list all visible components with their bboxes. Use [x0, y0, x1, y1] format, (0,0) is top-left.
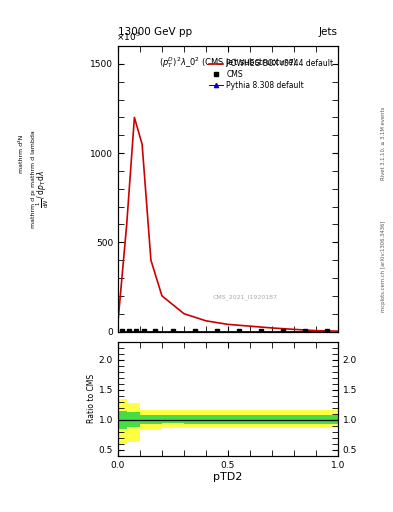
Pythia 8.308 default	[127, 328, 131, 334]
Pythia 8.308 default	[303, 328, 307, 334]
POWHEG BOX r3744 default	[140, 141, 145, 147]
POWHEG BOX r3744 default	[248, 323, 252, 329]
POWHEG BOX r3744 default	[124, 221, 129, 227]
CMS	[281, 328, 285, 334]
Text: 13000 GeV pp: 13000 GeV pp	[118, 27, 192, 37]
Pythia 8.308 default	[171, 328, 175, 334]
Pythia 8.308 default	[153, 328, 158, 334]
Text: mathrm d²N: mathrm d²N	[19, 135, 24, 173]
CMS	[215, 328, 219, 334]
CMS	[325, 328, 329, 334]
Legend: POWHEG BOX r3744 default, CMS, Pythia 8.308 default: POWHEG BOX r3744 default, CMS, Pythia 8.…	[209, 58, 334, 91]
Pythia 8.308 default	[237, 328, 241, 334]
Pythia 8.308 default	[133, 328, 138, 334]
Pythia 8.308 default	[215, 328, 219, 334]
Text: CMS_2021_I1920187: CMS_2021_I1920187	[213, 294, 278, 300]
CMS	[171, 328, 175, 334]
Pythia 8.308 default	[120, 328, 125, 334]
Pythia 8.308 default	[281, 328, 285, 334]
Y-axis label: Ratio to CMS: Ratio to CMS	[87, 374, 96, 423]
Line: CMS: CMS	[120, 329, 329, 334]
Text: Rivet 3.1.10, ≥ 3.1M events: Rivet 3.1.10, ≥ 3.1M events	[381, 106, 386, 180]
POWHEG BOX r3744 default	[182, 311, 186, 317]
CMS	[120, 328, 125, 334]
Line: Pythia 8.308 default: Pythia 8.308 default	[120, 329, 329, 333]
POWHEG BOX r3744 default	[270, 325, 274, 331]
CMS	[142, 328, 147, 334]
Text: mcplots.cern.ch [arXiv:1306.3436]: mcplots.cern.ch [arXiv:1306.3436]	[381, 221, 386, 312]
CMS	[259, 328, 263, 334]
POWHEG BOX r3744 default	[336, 328, 340, 334]
Pythia 8.308 default	[259, 328, 263, 334]
CMS	[153, 328, 158, 334]
CMS	[303, 328, 307, 334]
Text: $\times10^3$: $\times10^3$	[116, 31, 140, 43]
POWHEG BOX r3744 default	[160, 293, 164, 299]
Text: $(p_T^D)^2\lambda\_0^2$ (CMS jet substructure): $(p_T^D)^2\lambda\_0^2$ (CMS jet substru…	[159, 55, 297, 70]
Y-axis label: $\frac{1}{\mathrm{d}N}\,/\,\mathrm{d}p_T\,\mathrm{d}\lambda$: $\frac{1}{\mathrm{d}N}\,/\,\mathrm{d}p_T…	[35, 169, 51, 208]
Pythia 8.308 default	[193, 328, 197, 334]
CMS	[193, 328, 197, 334]
Text: mathrm d pₜ mathrm d lambda: mathrm d pₜ mathrm d lambda	[31, 131, 36, 228]
POWHEG BOX r3744 default	[132, 114, 137, 120]
POWHEG BOX r3744 default	[204, 318, 208, 324]
Pythia 8.308 default	[325, 328, 329, 334]
CMS	[127, 328, 131, 334]
X-axis label: pTD2: pTD2	[213, 472, 242, 482]
Line: POWHEG BOX r3744 default: POWHEG BOX r3744 default	[118, 117, 338, 331]
POWHEG BOX r3744 default	[116, 319, 120, 326]
POWHEG BOX r3744 default	[292, 326, 296, 332]
POWHEG BOX r3744 default	[314, 328, 318, 334]
POWHEG BOX r3744 default	[226, 322, 230, 328]
Text: Jets: Jets	[319, 27, 338, 37]
POWHEG BOX r3744 default	[149, 257, 153, 263]
CMS	[237, 328, 241, 334]
Pythia 8.308 default	[142, 328, 147, 334]
CMS	[133, 328, 138, 334]
